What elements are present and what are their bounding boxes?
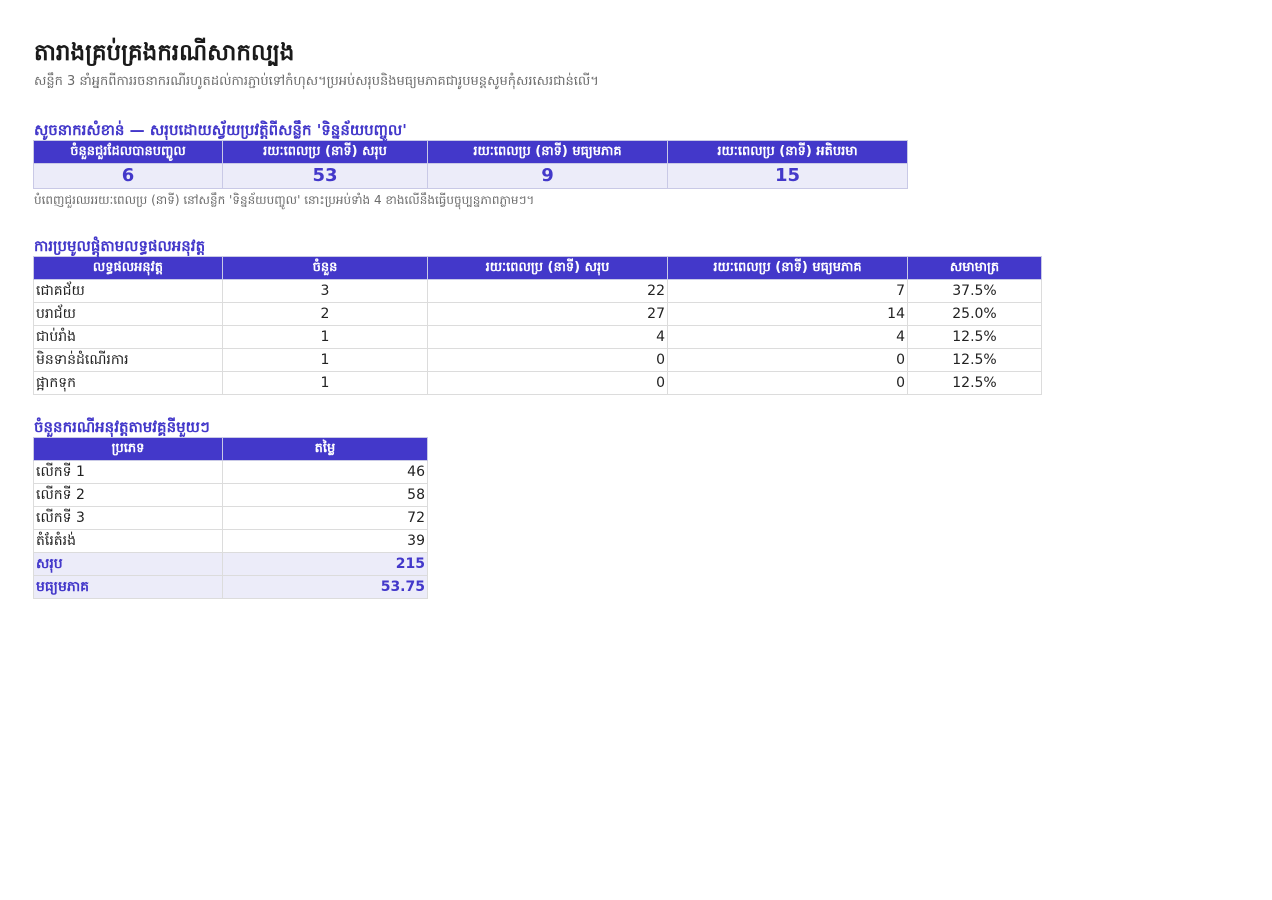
outcomes-col-avg: រយៈពេលប្រ (នាទី) មធ្យមភាគ	[667, 256, 908, 280]
outcomes-table: លទ្ធផលអនុវត្ត ចំនួន រយៈពេលប្រ (នាទី) សរុ…	[33, 256, 1042, 395]
table-row: លើកទី 1 46	[33, 460, 428, 484]
outcomes-col-total: រយៈពេលប្រ (នាទី) សរុប	[427, 256, 668, 280]
kpi-header-row: ចំនួនជួរដែលបានបញ្ចូល រយៈពេលប្រ (នាទី) សរ…	[33, 140, 908, 164]
outcome-count[interactable]: 1	[222, 348, 428, 372]
outcome-total[interactable]: 0	[427, 371, 668, 395]
table-row: ជោគជ័យ 3 22 7 37.5%	[33, 279, 1042, 303]
cycles-average-label[interactable]: មធ្យមភាគ	[33, 575, 223, 599]
kpi-value-total[interactable]: 53	[222, 163, 428, 189]
table-row: ជាប់រាំង 1 4 4 12.5%	[33, 325, 1042, 349]
outcomes-col-count: ចំនួន	[222, 256, 428, 280]
cycles-heading: ចំនួនករណីអនុវត្តតាមវគ្គនីមួយៗ	[34, 418, 210, 436]
table-row: លើកទី 2 58	[33, 483, 428, 507]
cycle-value[interactable]: 39	[222, 529, 428, 553]
outcomes-section: ការប្រមូលផ្តុំតាមលទ្ធផលអនុវត្ត លទ្ធផលអនុ…	[33, 236, 1042, 395]
kpi-note: បំពេញជួរឈររយៈពេលប្រ (នាទី) នៅសន្លឹក 'ទិន…	[34, 193, 535, 207]
table-row: បរាជ័យ 2 27 14 25.0%	[33, 302, 1042, 326]
outcome-ratio[interactable]: 12.5%	[907, 325, 1042, 349]
outcome-avg[interactable]: 0	[667, 371, 908, 395]
kpi-value-avg[interactable]: 9	[427, 163, 668, 189]
cycles-col-value: តម្លៃ	[222, 437, 428, 461]
outcome-avg[interactable]: 4	[667, 325, 908, 349]
table-row: តំរែតំរង់ 39	[33, 529, 428, 553]
kpi-value-row: 6 53 9 15	[33, 163, 908, 189]
cycles-average-row: មធ្យមភាគ 53.75	[33, 575, 428, 599]
outcomes-col-label: លទ្ធផលអនុវត្ត	[33, 256, 223, 280]
cycles-section: ចំនួនករណីអនុវត្តតាមវគ្គនីមួយៗ ប្រភេទ តម្…	[33, 417, 428, 599]
kpi-col-total: រយៈពេលប្រ (នាទី) សរុប	[222, 140, 428, 164]
kpi-col-rows: ចំនួនជួរដែលបានបញ្ចូល	[33, 140, 223, 164]
outcomes-col-ratio: សមាមាត្រ	[907, 256, 1042, 280]
cycle-value[interactable]: 46	[222, 460, 428, 484]
outcome-avg[interactable]: 14	[667, 302, 908, 326]
outcome-label[interactable]: បរាជ័យ	[33, 302, 223, 326]
outcome-avg[interactable]: 7	[667, 279, 908, 303]
outcome-ratio[interactable]: 12.5%	[907, 371, 1042, 395]
kpi-heading: សូចនាករសំខាន់ — សរុបដោយស្វ័យប្រវត្តិពីសន…	[34, 121, 407, 139]
outcome-label[interactable]: មិនទាន់ដំណើរការ	[33, 348, 223, 372]
cycles-header-row: ប្រភេទ តម្លៃ	[33, 437, 428, 461]
kpi-col-avg: រយៈពេលប្រ (នាទី) មធ្យមភាគ	[427, 140, 668, 164]
cycle-value[interactable]: 72	[222, 506, 428, 530]
cycle-label[interactable]: តំរែតំរង់	[33, 529, 223, 553]
table-row: លើកទី 3 72	[33, 506, 428, 530]
cycles-average-value[interactable]: 53.75	[222, 575, 428, 599]
cycle-label[interactable]: លើកទី 1	[33, 460, 223, 484]
outcome-total[interactable]: 22	[427, 279, 668, 303]
table-row: មិនទាន់ដំណើរការ 1 0 0 12.5%	[33, 348, 1042, 372]
outcome-total[interactable]: 27	[427, 302, 668, 326]
kpi-section: សូចនាករសំខាន់ — សរុបដោយស្វ័យប្រវត្តិពីសន…	[33, 120, 908, 209]
cycles-total-label[interactable]: សរុប	[33, 552, 223, 576]
outcomes-header-row: លទ្ធផលអនុវត្ត ចំនួន រយៈពេលប្រ (នាទី) សរុ…	[33, 256, 1042, 280]
outcome-label[interactable]: ជោគជ័យ	[33, 279, 223, 303]
page-subtitle: សន្លឹក 3 នាំអ្នកពីការរចនាករណីរហូតដល់ការភ…	[34, 74, 599, 89]
cycles-total-row: សរុប 215	[33, 552, 428, 576]
page-title: តារាងគ្រប់គ្រងករណីសាកល្បង	[34, 40, 295, 66]
outcome-label[interactable]: ផ្អាកទុក	[33, 371, 223, 395]
outcome-ratio[interactable]: 25.0%	[907, 302, 1042, 326]
kpi-table: ចំនួនជួរដែលបានបញ្ចូល រយៈពេលប្រ (នាទី) សរ…	[33, 140, 908, 189]
outcome-count[interactable]: 1	[222, 371, 428, 395]
kpi-col-max: រយៈពេលប្រ (នាទី) អតិបរមា	[667, 140, 908, 164]
cycle-label[interactable]: លើកទី 2	[33, 483, 223, 507]
cycle-label[interactable]: លើកទី 3	[33, 506, 223, 530]
outcome-ratio[interactable]: 37.5%	[907, 279, 1042, 303]
outcomes-heading: ការប្រមូលផ្តុំតាមលទ្ធផលអនុវត្ត	[34, 237, 206, 255]
outcome-count[interactable]: 2	[222, 302, 428, 326]
outcome-count[interactable]: 3	[222, 279, 428, 303]
table-row: ផ្អាកទុក 1 0 0 12.5%	[33, 371, 1042, 395]
outcome-count[interactable]: 1	[222, 325, 428, 349]
cycles-total-value[interactable]: 215	[222, 552, 428, 576]
outcome-ratio[interactable]: 12.5%	[907, 348, 1042, 372]
outcome-label[interactable]: ជាប់រាំង	[33, 325, 223, 349]
page: តារាងគ្រប់គ្រងករណីសាកល្បង សន្លឹក 3 នាំអ្…	[0, 0, 1272, 92]
outcome-total[interactable]: 0	[427, 348, 668, 372]
outcome-total[interactable]: 4	[427, 325, 668, 349]
cycle-value[interactable]: 58	[222, 483, 428, 507]
kpi-value-max[interactable]: 15	[667, 163, 908, 189]
cycles-col-type: ប្រភេទ	[33, 437, 223, 461]
outcome-avg[interactable]: 0	[667, 348, 908, 372]
cycles-table: ប្រភេទ តម្លៃ លើកទី 1 46 លើកទី 2 58 លើកទី…	[33, 437, 428, 599]
kpi-value-rows[interactable]: 6	[33, 163, 223, 189]
